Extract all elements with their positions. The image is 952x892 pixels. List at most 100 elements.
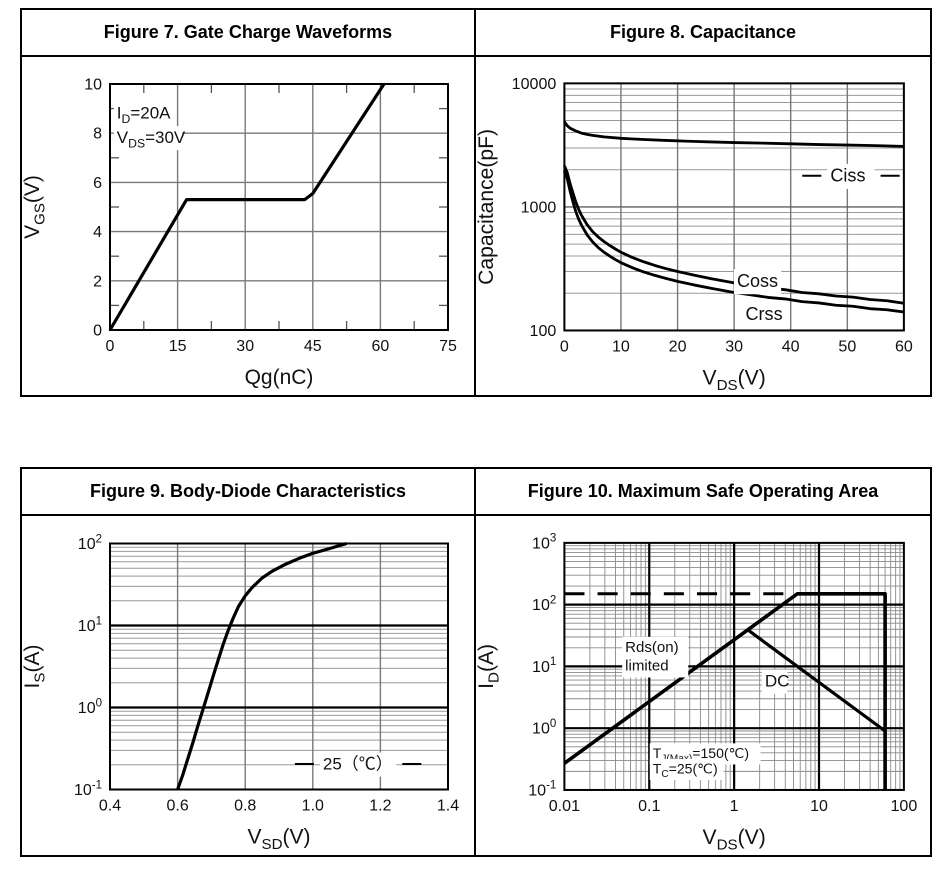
- x-tick-label: 60: [895, 338, 913, 356]
- figure-8-title-text: Figure 8. Capacitance: [609, 22, 797, 42]
- tick-labels: 0 10 20 30 40 50 60 100 1000 10000: [512, 75, 913, 356]
- y-tick-label: 4: [93, 224, 102, 241]
- x-tick-label: 45: [304, 338, 322, 355]
- y-tick-label: 100: [78, 697, 102, 717]
- annotations: ID=20A VDS=30V: [113, 101, 186, 151]
- x-tick-label: 20: [669, 338, 687, 356]
- chart-annotation: ID=20A: [117, 103, 171, 125]
- x-tick-label: 60: [372, 338, 390, 355]
- y-tick-label: 102: [532, 594, 556, 614]
- x-tick-label: 1.2: [369, 798, 391, 815]
- figure-10-soa-chart: Rds(on)limitedDCTJ(Max)=150(℃)TC=25(℃)0.…: [476, 516, 930, 855]
- series: [563, 120, 905, 314]
- annotation-bg: [761, 669, 788, 694]
- soa-plot: Rds(on)limitedDCTJ(Max)=150(℃)TC=25(℃)0.…: [476, 533, 917, 854]
- figure-7-title: Figure 7. Gate Charge Waveforms: [22, 10, 476, 57]
- annotation-bg: [649, 758, 724, 781]
- x-tick-label: 1.4: [437, 798, 459, 815]
- tick-labels: 0 15 30 45 60 75 0 2 4 6 8 10: [84, 77, 457, 356]
- x-tick-label: 50: [838, 338, 856, 356]
- x-tick-label: 0.8: [234, 798, 256, 815]
- x-tick-label: 75: [439, 338, 457, 355]
- vgs-curve: [108, 83, 386, 331]
- chart-annotation: TC=25(℃): [653, 760, 718, 780]
- chart-annotation: limited: [625, 658, 668, 675]
- ciss-curve: [563, 120, 904, 148]
- x-tick-label: 1.0: [302, 798, 324, 815]
- annotations: Rds(on)limitedDCTJ(Max)=150(℃)TC=25(℃): [622, 636, 790, 781]
- x-tick-label: 1: [730, 797, 739, 815]
- figure-9-body-diode-chart: 25（℃） 0.4 0.6 0.8 1.0 1.2 1.4 10-1 100 101 102 VSD(…: [22, 516, 476, 855]
- x-axis-label: VDS(V): [703, 367, 766, 395]
- y-tick-label: 103: [532, 533, 556, 553]
- chart-annotation: VDS=30V: [117, 128, 186, 150]
- figure-7-title-text: Figure 7. Gate Charge Waveforms: [103, 22, 393, 42]
- x-tick-label: 30: [236, 338, 254, 355]
- annotation-bg: [319, 752, 397, 777]
- x-axis-label: VDS(V): [703, 826, 766, 854]
- plot-border: [563, 82, 905, 332]
- y-tick-label: 10000: [512, 75, 557, 93]
- y-tick-label: 100: [530, 322, 557, 340]
- x-tick-label: 0.01: [549, 797, 580, 815]
- figure-8-title: Figure 8. Capacitance: [476, 10, 930, 57]
- tick-labels: 0.4 0.6 0.8 1.0 1.2 1.4 10-1 100 101 102: [74, 533, 459, 814]
- chart-annotation: DC: [765, 672, 790, 691]
- figures-7-8-table: Figure 7. Gate Charge Waveforms Figure 8…: [20, 8, 932, 397]
- y-axis-label: Capacitance(pF): [476, 129, 498, 285]
- annotations: Ciss Coss Crss: [733, 163, 900, 328]
- x-tick-label: 0.1: [638, 797, 660, 815]
- annotation-bg: [622, 636, 689, 659]
- major-grid: [110, 543, 448, 790]
- annotation-bg: [827, 163, 875, 189]
- body-diode-plot: 25（℃） 0.4 0.6 0.8 1.0 1.2 1.4 10-1 100 101 102 VSD(…: [22, 533, 459, 854]
- annotation-bg: [113, 126, 183, 151]
- series: [108, 83, 386, 331]
- chart-annotation: 25（℃）: [323, 755, 393, 774]
- x-axis-label: VSD(V): [248, 826, 311, 854]
- x-axis-label: Qg(nC): [245, 366, 314, 389]
- annotation-bg: [742, 301, 790, 328]
- soa-boundary: [563, 591, 887, 790]
- y-tick-label: 6: [93, 175, 102, 192]
- figure-7-gate-charge-chart: ID=20A VDS=30V 0 15 30 45 60 75 0 2 4 6 8 10 Qg(nC) VGS…: [22, 57, 476, 395]
- y-tick-label: 102: [78, 533, 102, 553]
- x-tick-label: 10: [810, 797, 828, 815]
- x-tick-label: 0: [106, 338, 115, 355]
- crss-curve: [563, 170, 905, 314]
- x-tick-label: 15: [169, 338, 187, 355]
- x-tick-label: 0: [560, 338, 569, 356]
- plot-border: [109, 83, 449, 331]
- chart-annotation: Rds(on): [625, 639, 679, 656]
- coss-curve: [563, 165, 905, 305]
- x-tick-label: 10: [612, 338, 630, 356]
- x-tick-label: 40: [782, 338, 800, 356]
- y-tick-label: 1000: [521, 198, 557, 216]
- tick-labels: 0.01 0.1 1 10 100 10-1 100 101 102 103: [528, 533, 917, 815]
- x-tick-label: 0.6: [166, 798, 188, 815]
- y-tick-label: 2: [93, 273, 102, 290]
- x-tick-label: 100: [890, 797, 917, 815]
- y-tick-label: 100: [532, 718, 556, 738]
- y-axis-label: VGS(V): [22, 175, 49, 239]
- capacitance-plot: Ciss Coss Crss 0 10 20 30 40 50 60 100 1000 10000 VDS…: [476, 75, 913, 395]
- annotation-bg: [113, 101, 176, 126]
- y-axis-label: ID(A): [476, 644, 503, 689]
- plot-border: [563, 541, 905, 791]
- series: [563, 591, 887, 790]
- y-tick-label: 10-1: [74, 779, 102, 799]
- dc-limit: [746, 628, 887, 733]
- figure-10-title: Figure 10. Maximum Safe Operating Area: [476, 469, 930, 516]
- x-tick-label: 0.4: [99, 798, 121, 815]
- figure-9-title-text: Figure 9. Body-Diode Characteristics: [89, 481, 407, 501]
- figure-10-title-text: Figure 10. Maximum Safe Operating Area: [527, 481, 879, 501]
- chart-annotation: Coss: [737, 271, 778, 291]
- is-curve: [176, 541, 348, 791]
- plot-border: [109, 542, 449, 791]
- y-axis-label: IS(A): [22, 645, 49, 689]
- gate-charge-plot: ID=20A VDS=30V 0 15 30 45 60 75 0 2 4 6 8 10 Qg(nC) VGS…: [22, 77, 457, 390]
- annotations: 25（℃）: [294, 752, 422, 777]
- chart-annotation: Crss: [745, 304, 782, 324]
- y-tick-label: 101: [78, 615, 102, 635]
- y-tick-label: 8: [93, 126, 102, 143]
